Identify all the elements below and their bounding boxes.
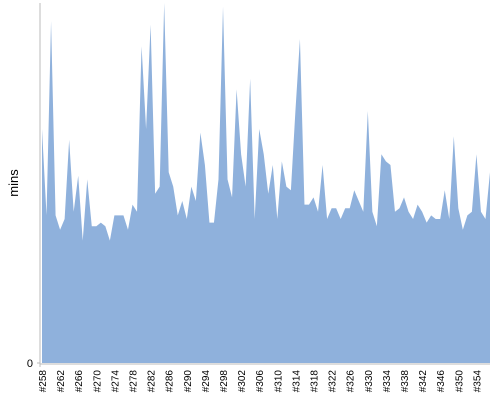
x-tick-label: #302 [237,370,248,393]
x-tick-label: #266 [74,370,85,393]
x-tick-label: #282 [147,370,158,393]
x-tick-label: #338 [400,370,411,393]
x-tick-label: #294 [201,370,212,393]
x-tick-label: #350 [454,370,465,393]
x-tick-label: #346 [436,370,447,393]
x-tick-label: #258 [38,370,49,393]
x-tick-label: #298 [219,370,230,393]
x-tick-label: #330 [364,370,375,393]
x-tick-label: #310 [273,370,284,393]
y-axis-label: mins [6,169,21,197]
x-tick-label: #290 [183,370,194,393]
x-tick-label: #306 [255,370,266,393]
x-tick-label: #318 [310,370,321,393]
x-tick-label: #314 [291,370,302,393]
x-tick-label: #354 [472,370,483,393]
x-tick-label: #326 [346,370,357,393]
x-tick-label: #322 [328,370,339,393]
x-tick-label: #270 [92,370,103,393]
x-tick-label: #278 [129,370,140,393]
x-tick-label: #286 [165,370,176,393]
x-tick-label: #274 [110,370,121,393]
x-tick-label: #342 [418,370,429,393]
x-tick-label: #262 [56,370,67,393]
area [42,3,490,363]
y-tick-label: 0 [27,358,33,370]
x-tick-label: #334 [382,370,393,393]
